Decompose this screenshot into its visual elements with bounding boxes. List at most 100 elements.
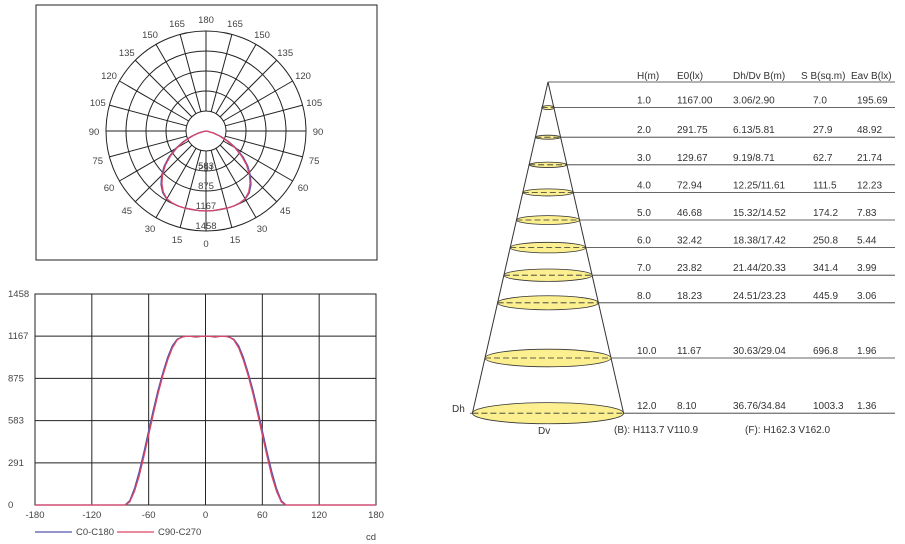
row-eav: 3.99 [857,263,877,274]
row-e0: 291.75 [677,125,708,136]
polar-angle-label: 135 [277,48,293,59]
row-area: 445.9 [813,291,838,302]
row-diameter: 3.06/2.90 [733,96,775,107]
polar-spoke [155,44,197,114]
row-area: 250.8 [813,236,838,247]
linear-series [35,335,376,506]
polar-radial-label: 583 [198,161,214,172]
dv-label: Dv [538,426,550,437]
row-height: 1.0 [637,96,651,107]
polar-angle-label: 120 [295,71,311,82]
polar-frame [35,4,378,261]
row-diameter: 24.51/23.23 [733,291,786,302]
illuminance-table: H(m) E0(lx) Dh/Dv B(m) S B(sq.m) Eav B(lx) 1.… [637,71,892,412]
polar-spoke [179,34,202,112]
row-eav: 5.44 [857,236,877,247]
y-tick-label: 0 [8,500,13,511]
x-tick-label: -180 [25,510,44,521]
row-eav: 1.36 [857,401,877,412]
linear-chart: -180 -120 -60 0 60 120 180 0 291 583 875 1167 1458 C… [8,289,384,543]
polar-spoke [219,59,278,118]
row-eav: 21.74 [857,153,882,164]
polar-angle-label: 105 [90,98,106,109]
row-height: 12.0 [637,401,657,412]
polar-angle-label: 15 [230,235,241,246]
row-e0: 23.82 [677,263,702,274]
polar-spoke [179,150,202,228]
row-height: 6.0 [637,236,651,247]
row-diameter: 15.32/14.52 [733,208,786,219]
row-e0: 46.68 [677,208,702,219]
row-eav: 3.06 [857,291,877,302]
polar-angle-label: 45 [280,206,291,217]
polar-spoke [109,104,187,127]
x-tick-label: 180 [368,510,384,521]
linear-labels: -180 -120 -60 0 60 120 180 0 291 583 875 1167 1458 [8,289,384,521]
x-tick-label: -60 [142,510,156,521]
row-diameter: 12.25/11.61 [733,180,786,191]
x-tick-label: -120 [82,510,101,521]
row-area: 696.8 [813,346,838,357]
row-area: 341.4 [813,263,838,274]
legend: C0-C180 C90-C270 cd [35,527,376,543]
linear-series-C90-C270 [35,335,376,506]
row-diameter: 30.63/29.04 [733,346,786,357]
polar-angle-label: 0 [203,239,208,250]
beam-angle-b: (B): H113.7 V110.9 [614,425,699,436]
legend-label-c0: C0-C180 [76,527,114,538]
row-height: 4.0 [637,180,651,191]
polar-spoke [215,148,257,218]
row-diameter: 21.44/20.33 [733,263,786,274]
y-tick-label: 583 [8,416,24,427]
polar-angle-label: 15 [172,235,183,246]
polar-angle-label: 135 [119,48,135,59]
polar-spoke [155,148,197,218]
polar-angle-label: 60 [104,183,115,194]
polar-angle-label: 180 [198,15,214,26]
table-header: H(m) [637,71,659,82]
polar-angle-label: 60 [298,183,309,194]
polar-angle-label: 30 [145,224,156,235]
row-area: 1003.3 [813,401,844,412]
row-e0: 8.10 [677,401,697,412]
row-height: 8.0 [637,291,651,302]
table-header: E0(lx) [677,71,703,82]
row-area: 62.7 [813,153,833,164]
unit-label: cd [366,532,376,543]
table-header: S B(sq.m) [801,71,845,82]
row-diameter: 36.76/34.84 [733,401,786,412]
cone-ellipses [471,105,624,425]
x-tick-label: 120 [311,510,327,521]
row-eav: 1.96 [857,346,877,357]
row-eav: 195.69 [857,96,888,107]
polar-spoke [210,150,233,228]
cone-ellipse [522,188,574,197]
row-eav: 48.92 [857,125,882,136]
polar-angle-label: 90 [313,127,324,138]
row-e0: 32.42 [677,236,702,247]
row-e0: 72.94 [677,180,702,191]
x-tick-label: 60 [257,510,268,521]
polar-angle-label: 165 [227,19,243,30]
polar-radial-label: 1458 [195,221,216,232]
polar-angle-label: 150 [142,30,158,41]
row-eav: 12.23 [857,180,882,191]
row-e0: 129.67 [677,153,708,164]
row-area: 7.0 [813,96,827,107]
row-e0: 11.67 [677,346,702,357]
row-height: 10.0 [637,346,657,357]
polar-radial-label: 291 [198,163,214,174]
row-diameter: 18.38/17.42 [733,236,786,247]
polar-curve-C90-C270 [161,130,251,212]
x-tick-label: 0 [203,510,208,521]
polar-angle-label: 90 [89,127,100,138]
polar-angle-label: 105 [306,98,322,109]
polar-angle-label: 45 [122,206,133,217]
row-diameter: 9.19/8.71 [733,153,775,164]
polar-spoke [223,80,293,122]
cone-diagram: H(m) E0(lx) Dh/Dv B(m) S B(sq.m) Eav B(lx) 1.… [452,71,895,437]
polar-spoke [225,104,303,127]
polar-labels: 2915838751167145818016515013512010590756… [89,15,324,250]
polar-grid [105,30,307,232]
dh-label: Dh [452,404,465,415]
